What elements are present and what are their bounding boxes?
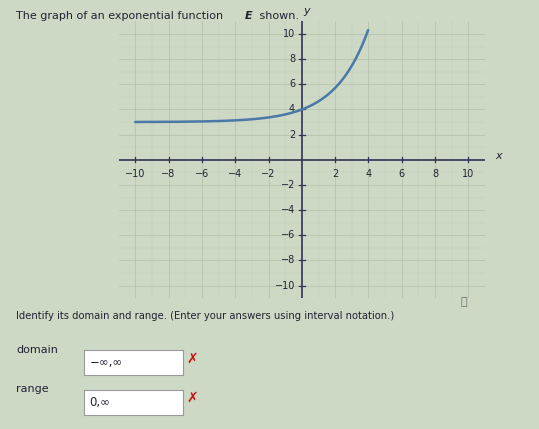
Text: 2: 2 — [332, 169, 338, 178]
Text: y: y — [303, 6, 310, 16]
Text: ✗: ✗ — [186, 391, 198, 405]
Text: Identify its domain and range. (Enter your answers using interval notation.): Identify its domain and range. (Enter yo… — [16, 311, 395, 321]
Text: x: x — [495, 151, 502, 161]
Text: −2: −2 — [261, 169, 276, 178]
Text: −6: −6 — [281, 230, 295, 240]
Text: 10: 10 — [462, 169, 474, 178]
Text: domain: domain — [16, 345, 58, 355]
Text: −∞,∞: −∞,∞ — [89, 356, 123, 369]
Text: 8: 8 — [432, 169, 438, 178]
Text: −6: −6 — [195, 169, 209, 178]
Text: 2: 2 — [289, 130, 295, 140]
Text: ⓘ: ⓘ — [460, 297, 467, 308]
Text: shown.: shown. — [256, 11, 299, 21]
Text: 10: 10 — [283, 29, 295, 39]
Text: −8: −8 — [162, 169, 176, 178]
Text: range: range — [16, 384, 49, 394]
Text: 6: 6 — [289, 79, 295, 89]
Text: 8: 8 — [289, 54, 295, 64]
Text: ✗: ✗ — [186, 352, 198, 366]
Text: −2: −2 — [281, 180, 295, 190]
Text: E: E — [245, 11, 253, 21]
Text: 0,∞: 0,∞ — [89, 396, 110, 409]
Text: −4: −4 — [228, 169, 243, 178]
Text: 4: 4 — [289, 105, 295, 115]
Text: −8: −8 — [281, 255, 295, 266]
Text: −10: −10 — [275, 281, 295, 290]
Text: −10: −10 — [125, 169, 146, 178]
Text: 4: 4 — [365, 169, 371, 178]
Text: The graph of an exponential function: The graph of an exponential function — [16, 11, 227, 21]
Text: −4: −4 — [281, 205, 295, 215]
Text: 6: 6 — [399, 169, 405, 178]
